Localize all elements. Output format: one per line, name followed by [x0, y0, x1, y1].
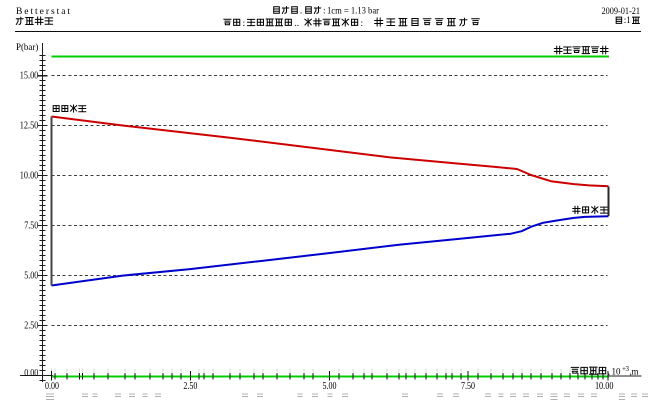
svg-text:2.50: 2.50 — [24, 320, 38, 331]
svg-text:..: .. — [295, 18, 300, 28]
svg-text::: : — [323, 5, 326, 15]
svg-text:10.00: 10.00 — [20, 171, 39, 182]
svg-text:7.50: 7.50 — [24, 221, 38, 232]
svg-text:,: , — [608, 367, 610, 377]
svg-text:2.50: 2.50 — [183, 381, 197, 392]
svg-text:0.00: 0.00 — [45, 381, 59, 392]
svg-text:12.50: 12.50 — [20, 121, 39, 132]
svg-text:Betterstat: Betterstat — [16, 7, 70, 17]
svg-text:10: 10 — [612, 367, 622, 377]
svg-text:15.00: 15.00 — [20, 71, 39, 82]
svg-text:5.00: 5.00 — [24, 271, 38, 282]
svg-text:0.00: 0.00 — [24, 368, 38, 379]
svg-text:1cm = 1.13 bar: 1cm = 1.13 bar — [327, 5, 379, 15]
svg-text::1: :1 — [624, 15, 631, 25]
svg-text:7.50: 7.50 — [461, 381, 475, 392]
svg-text:5.00: 5.00 — [323, 381, 337, 392]
svg-text:,m: ,m — [630, 367, 639, 377]
svg-text::: : — [243, 18, 246, 28]
svg-text:P(bar): P(bar) — [16, 42, 38, 53]
svg-text:+3: +3 — [622, 365, 630, 373]
svg-text:10.00: 10.00 — [595, 381, 614, 392]
svg-text:2009-01-21: 2009-01-21 — [602, 6, 641, 16]
svg-text::: : — [361, 18, 364, 28]
svg-text:.: . — [300, 5, 302, 15]
